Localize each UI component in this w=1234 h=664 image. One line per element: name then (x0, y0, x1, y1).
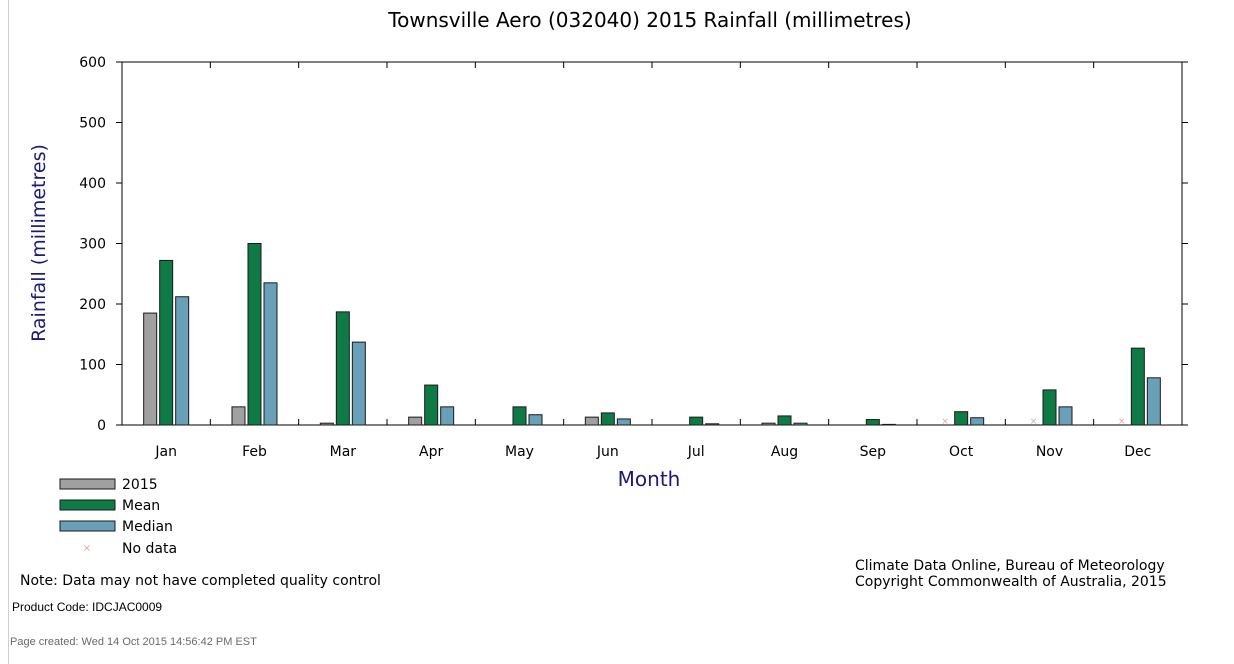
bar-mean-mar (335, 311, 350, 426)
bar-mean-sep (865, 419, 880, 426)
quality-note: Note: Data may not have completed qualit… (20, 573, 381, 589)
bar-median-aug (793, 422, 808, 426)
x-tick-label: Apr (419, 444, 443, 460)
x-axis-ticks: Jan Feb Mar Apr May Jun Jul Aug Sep Oct Nov Dec (121, 62, 1183, 460)
product-code: Product Code: IDCJAC0009 (12, 600, 163, 614)
credit-line-1: Climate Data Online, Bureau of Meteorolo… (855, 558, 1165, 574)
bar-median-feb (263, 282, 278, 426)
credit-line-2: Copyright Commonwealth of Australia, 201… (855, 574, 1167, 590)
x-axis-label: Month (618, 467, 681, 491)
y-tick-label: 200 (79, 297, 106, 313)
bar-mean-oct (954, 411, 969, 426)
x-tick-label: Sep (860, 444, 887, 460)
plot-frame (121, 61, 1183, 426)
legend-swatch-no-data: × (83, 543, 91, 554)
y-tick-label: 400 (79, 176, 106, 192)
no-data-marker: × (1030, 417, 1038, 427)
y-axis-label: Rainfall (millimetres) (28, 144, 50, 342)
y-tick-label: 0 (97, 418, 106, 434)
no-data-marker: × (941, 417, 949, 427)
y-tick-label: 600 (79, 55, 106, 71)
bar-2015-apr (408, 416, 423, 426)
bar-mean-may (512, 406, 527, 426)
y-tick-label: 300 (79, 237, 106, 253)
bar-median-jul (705, 423, 720, 426)
y-axis-ticks: 0 100 200 300 400 500 600 (79, 55, 1188, 434)
x-tick-label: Dec (1124, 444, 1151, 460)
credit-block: Climate Data Online, Bureau of Meteorolo… (855, 558, 1167, 590)
bar-mean-jul (689, 416, 704, 426)
no-data-marker: × (1118, 417, 1126, 427)
bar-median-dec (1146, 377, 1161, 426)
bar-mean-nov (1042, 389, 1057, 426)
bar-median-mar (351, 341, 366, 426)
bar-median-sep (881, 423, 896, 426)
bar-mean-jun (600, 412, 615, 426)
legend-label-2015: 2015 (122, 477, 158, 493)
x-tick-label: Nov (1036, 444, 1063, 460)
bar-2015-jun (584, 416, 599, 426)
page-left-rule (8, 0, 9, 664)
y-tick-label: 500 (79, 116, 106, 132)
bar-mean-dec (1130, 347, 1145, 426)
bar-median-oct (970, 417, 985, 426)
x-tick-label: May (505, 444, 534, 460)
legend-swatch-median (59, 520, 116, 532)
legend-swatch-2015 (59, 478, 116, 490)
bar-median-apr (440, 406, 455, 426)
no-data-markers: × × × (941, 417, 1125, 427)
x-tick-label: Oct (949, 444, 974, 460)
bar-median-jun (616, 418, 631, 426)
x-tick-label: Feb (242, 444, 267, 460)
bar-groups (143, 243, 1161, 426)
x-tick-label: Mar (330, 444, 357, 460)
bar-2015-jan (143, 312, 158, 426)
bar-mean-feb (247, 243, 262, 426)
chart-title: Townsville Aero (032040) 2015 Rainfall (… (387, 8, 911, 32)
bar-median-nov (1058, 406, 1073, 426)
x-tick-label: Jan (154, 444, 177, 460)
x-tick-label: Aug (771, 444, 798, 460)
bar-mean-apr (424, 384, 439, 426)
rainfall-chart: Townsville Aero (032040) 2015 Rainfall (… (28, 8, 1188, 557)
bar-2015-aug (761, 422, 776, 426)
bar-mean-aug (777, 415, 792, 426)
bar-mean-jan (159, 259, 174, 426)
x-tick-label: Jun (596, 444, 619, 460)
page-created: Page created: Wed 14 Oct 2015 14:56:42 P… (10, 636, 257, 648)
bar-2015-feb (231, 406, 246, 426)
bar-median-jan (175, 296, 190, 426)
legend-label-mean: Mean (122, 498, 160, 514)
x-tick-label: Jul (687, 444, 705, 460)
legend-label-no-data: No data (122, 541, 177, 557)
y-tick-label: 100 (79, 358, 106, 374)
bar-median-may (528, 414, 543, 426)
legend-label-median: Median (122, 519, 173, 535)
legend-swatch-mean (59, 499, 116, 511)
legend: 2015 Mean Median × No data (59, 477, 177, 557)
bar-2015-mar (319, 422, 334, 426)
